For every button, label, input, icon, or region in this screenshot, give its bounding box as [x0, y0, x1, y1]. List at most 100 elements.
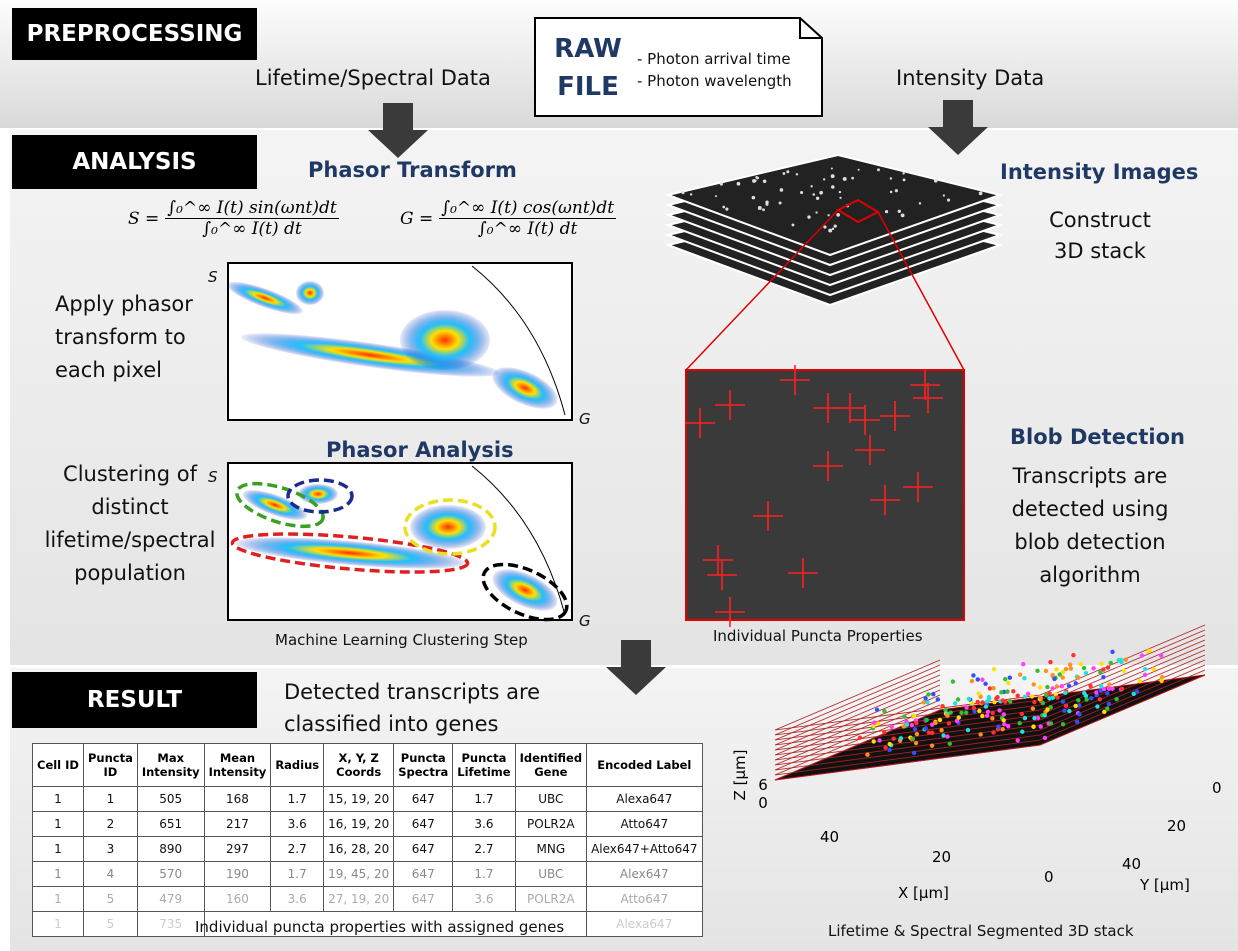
puncta-point — [1102, 687, 1106, 691]
speck — [786, 170, 789, 173]
puncta-point — [970, 701, 974, 705]
header-cell: PunctaID — [83, 744, 137, 787]
puncta-point — [970, 679, 974, 683]
speck — [756, 177, 759, 180]
cell: 1 — [83, 787, 137, 812]
puncta-point — [964, 705, 968, 709]
cell: Alexa647 — [587, 787, 702, 812]
cell: 217 — [204, 812, 271, 837]
text-line: Clustering of — [35, 458, 225, 491]
branch-label: Lifetime/Spectral Data — [255, 66, 491, 90]
puncta-point — [883, 745, 887, 749]
puncta-point — [927, 730, 931, 734]
speck — [877, 168, 880, 171]
cell: 651 — [137, 812, 204, 837]
puncta-point — [1160, 675, 1164, 679]
cell: 3 — [83, 837, 137, 862]
puncta-point — [1143, 667, 1147, 671]
row: 126512173.616, 19, 206473.6POLR2AAtto647 — [33, 812, 703, 837]
puncta-point — [1000, 727, 1004, 731]
puncta-point — [1107, 682, 1111, 686]
puncta-point — [977, 709, 981, 713]
puncta-point — [1073, 704, 1077, 708]
puncta-point — [1015, 693, 1019, 697]
puncta-point — [933, 721, 937, 725]
cell: 505 — [137, 787, 204, 812]
tick-label: 0 — [1212, 779, 1222, 797]
puncta-point — [938, 718, 942, 722]
speck — [725, 208, 728, 211]
puncta-point — [1018, 672, 1022, 676]
puncta-point — [914, 741, 918, 745]
description: Detected transcripts areclassified into … — [284, 676, 540, 740]
puncta-point — [1082, 691, 1086, 695]
puncta-point — [872, 739, 876, 743]
file-items: - Photon arrival time- Photon wavelength — [637, 48, 792, 92]
cell: 19, 45, 20 — [324, 862, 394, 887]
speck — [890, 191, 893, 194]
tick-label: 40 — [820, 828, 839, 846]
speck — [715, 195, 717, 197]
file-title: RAWFILE — [548, 30, 628, 106]
header-cell: MaxIntensity — [137, 744, 204, 787]
header-cell: Radius — [271, 744, 324, 787]
cell: 647 — [394, 812, 453, 837]
speck — [752, 179, 756, 183]
speck — [762, 208, 765, 211]
puncta-point — [890, 725, 894, 729]
denominator: ∫₀^∞ I(t) dt — [202, 219, 301, 239]
puncta-point — [899, 736, 903, 740]
cell: 1 — [33, 812, 84, 837]
cell: 16, 19, 20 — [324, 812, 394, 837]
cell: 3.6 — [271, 812, 324, 837]
puncta-point — [1061, 670, 1065, 674]
puncta-point — [877, 738, 881, 742]
cell: 4 — [83, 862, 137, 887]
speck — [831, 174, 835, 178]
row: 145701901.719, 45, 206471.7UBCAlex647 — [33, 862, 703, 887]
cell: 2.7 — [271, 837, 324, 862]
puncta-point — [931, 692, 935, 696]
puncta-point — [1089, 696, 1093, 700]
puncta-point — [990, 711, 994, 715]
cell: 1.7 — [453, 862, 515, 887]
description: Transcripts aredetected usingblob detect… — [1000, 460, 1180, 592]
formula: S =∫₀^∞ I(t) sin(ωnt)dt∫₀^∞ I(t) dt — [128, 198, 339, 239]
puncta-point — [865, 752, 869, 756]
puncta-point — [976, 677, 980, 681]
tick-label: 40 — [1122, 855, 1141, 873]
axis-label: Z [μm] — [731, 750, 749, 801]
puncta-point — [945, 734, 949, 738]
caption: Individual Puncta Properties — [713, 627, 923, 645]
puncta-point — [977, 691, 981, 695]
puncta-point — [1109, 661, 1113, 665]
cell: 1 — [33, 837, 84, 862]
puncta-point — [1032, 682, 1036, 686]
puncta-point — [997, 708, 1001, 712]
text-line: Mean — [209, 751, 267, 765]
text-line: Apply phasor — [55, 288, 193, 321]
text-line: Cell ID — [37, 758, 79, 772]
cell: 3.6 — [271, 887, 324, 912]
text-line: Max — [142, 751, 200, 765]
puncta-point — [1061, 722, 1065, 726]
text-line: Spectra — [398, 765, 448, 779]
puncta-point — [1005, 690, 1009, 694]
puncta-point — [1044, 669, 1048, 673]
axis-label: X [μm] — [898, 884, 949, 902]
puncta-point — [1067, 684, 1071, 688]
puncta-point — [1110, 650, 1114, 654]
text-line: Transcripts are — [1000, 460, 1180, 493]
caption: Machine Learning Clustering Step — [275, 631, 528, 649]
header-cell: Cell ID — [33, 744, 84, 787]
puncta-point — [996, 724, 1000, 728]
puncta-point — [976, 700, 980, 704]
speck — [758, 206, 762, 210]
heading: Phasor Transform — [308, 158, 517, 182]
speck — [832, 228, 834, 230]
text-line: Lifetime — [457, 765, 510, 779]
puncta-point — [948, 742, 952, 746]
text-line: blob detection — [1000, 526, 1180, 559]
puncta-point — [930, 744, 934, 748]
puncta-point — [882, 709, 886, 713]
